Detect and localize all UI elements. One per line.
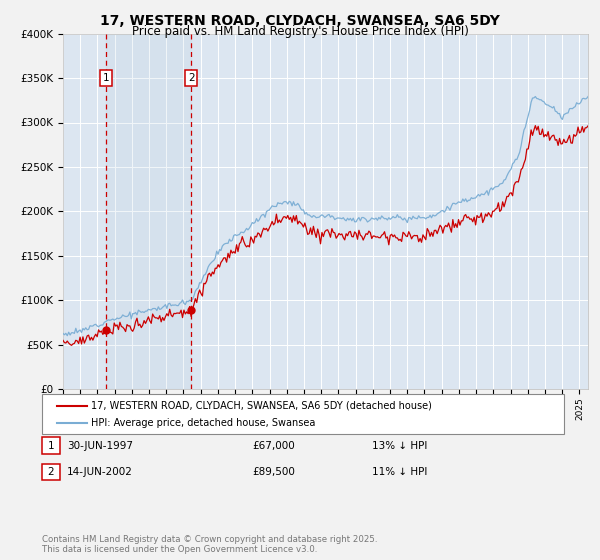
- Text: 1: 1: [47, 441, 55, 451]
- Text: 14-JUN-2002: 14-JUN-2002: [67, 467, 133, 477]
- Text: 2: 2: [188, 73, 194, 83]
- Text: Price paid vs. HM Land Registry's House Price Index (HPI): Price paid vs. HM Land Registry's House …: [131, 25, 469, 38]
- Text: 17, WESTERN ROAD, CLYDACH, SWANSEA, SA6 5DY: 17, WESTERN ROAD, CLYDACH, SWANSEA, SA6 …: [100, 14, 500, 28]
- Text: 17, WESTERN ROAD, CLYDACH, SWANSEA, SA6 5DY (detached house): 17, WESTERN ROAD, CLYDACH, SWANSEA, SA6 …: [91, 401, 432, 411]
- Text: 13% ↓ HPI: 13% ↓ HPI: [372, 441, 427, 451]
- Text: £67,000: £67,000: [252, 441, 295, 451]
- Text: 30-JUN-1997: 30-JUN-1997: [67, 441, 133, 451]
- Text: £89,500: £89,500: [252, 467, 295, 477]
- Text: HPI: Average price, detached house, Swansea: HPI: Average price, detached house, Swan…: [91, 418, 316, 428]
- Bar: [106, 34, 191, 389]
- Text: Contains HM Land Registry data © Crown copyright and database right 2025.
This d: Contains HM Land Registry data © Crown c…: [42, 535, 377, 554]
- Text: 1: 1: [103, 73, 109, 83]
- Text: 2: 2: [47, 467, 55, 477]
- Text: 11% ↓ HPI: 11% ↓ HPI: [372, 467, 427, 477]
